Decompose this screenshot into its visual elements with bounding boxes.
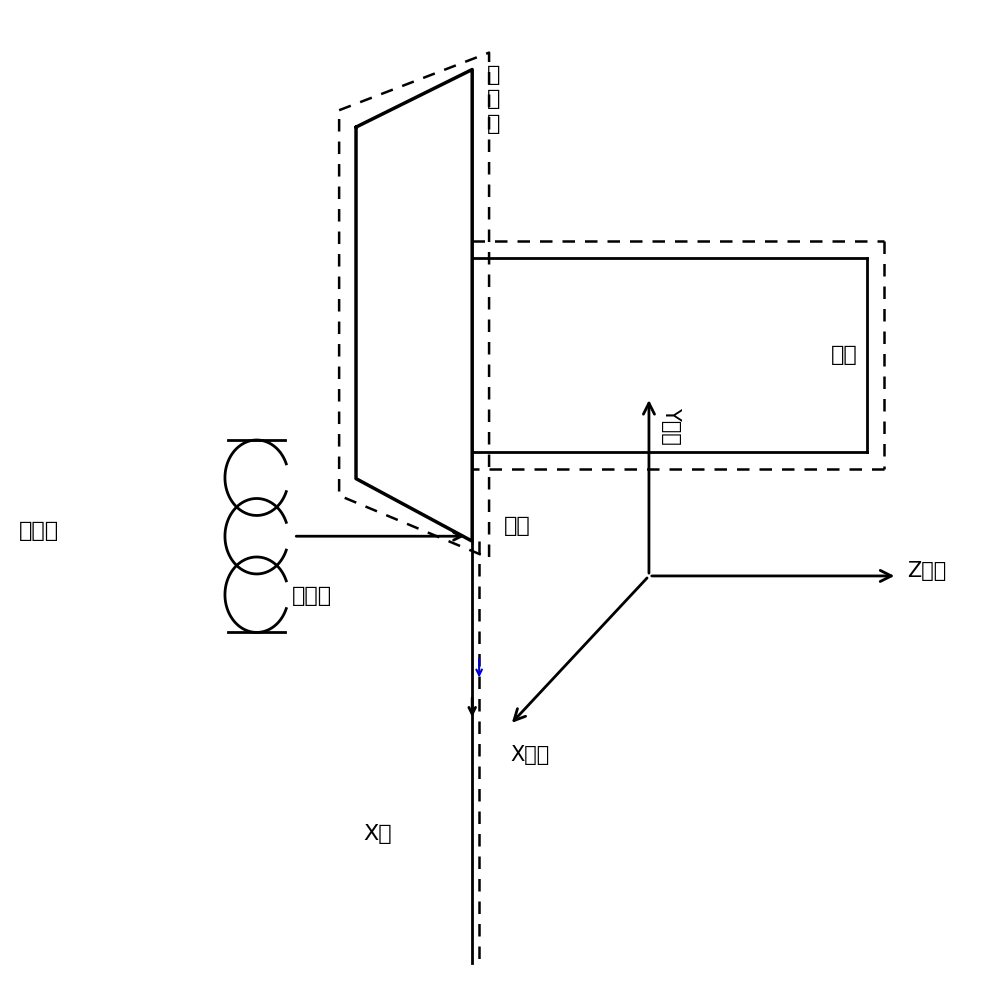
Text: X方向: X方向 — [510, 745, 549, 765]
Text: 机架: 机架 — [831, 345, 857, 365]
Text: Z方向: Z方向 — [907, 561, 946, 581]
Text: 电子束: 电子束 — [291, 586, 332, 606]
Text: 射线源: 射线源 — [18, 521, 59, 541]
Text: Y方向: Y方向 — [661, 407, 681, 445]
Text: X线: X线 — [363, 824, 392, 844]
Text: 焦点: 焦点 — [504, 516, 531, 536]
Text: 阳
极
靶: 阳 极 靶 — [487, 65, 500, 134]
